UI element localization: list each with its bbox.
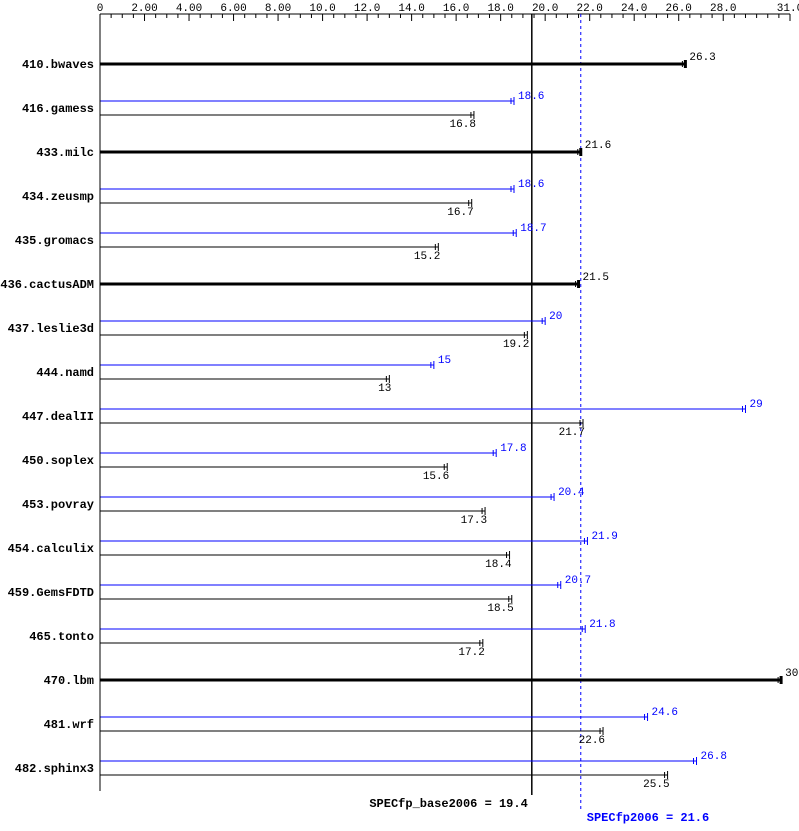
value-label-base: 16.8 [450, 119, 476, 131]
axis-tick-label: 16.0 [443, 3, 469, 15]
value-label-peak: 21.9 [591, 531, 617, 543]
value-label-base: 16.7 [447, 207, 473, 219]
value-label-base: 17.3 [461, 515, 487, 527]
axis-tick-label: 14.0 [398, 3, 424, 15]
value-label-peak: 21.8 [589, 619, 615, 631]
benchmark-label: 447.dealII [22, 410, 94, 424]
benchmark-label: 434.zeusmp [22, 190, 94, 204]
axis-tick-label: 2.00 [131, 3, 157, 15]
benchmark-label: 437.leslie3d [8, 322, 94, 336]
axis-tick-label: 0 [97, 3, 104, 15]
value-label-single: 30.6 [785, 668, 799, 680]
spec-chart: 0 2.00 4.00 6.00 8.00 10.0 12.0 14.0 16.0 18.0 20.… [0, 0, 799, 831]
value-label-peak: 20.4 [558, 487, 585, 499]
value-label-peak: 18.6 [518, 91, 544, 103]
value-label-base: 18.5 [487, 603, 513, 615]
value-label-single: 26.3 [689, 52, 715, 64]
benchmark-label: 433.milc [36, 146, 94, 160]
axis-tick-label: 20.0 [532, 3, 558, 15]
value-label-peak: 18.6 [518, 179, 544, 191]
axis-tick-label: 6.00 [220, 3, 246, 15]
benchmark-label: 450.soplex [22, 454, 94, 468]
value-label-peak: 29 [749, 399, 762, 411]
axis-tick-label: 18.0 [487, 3, 513, 15]
benchmark-label: 459.GemsFDTD [8, 586, 94, 600]
value-label-peak: 18.7 [520, 223, 546, 235]
value-label-peak: 20.7 [565, 575, 591, 587]
benchmark-label: 453.povray [22, 498, 94, 512]
axis-tick-label: 31.0 [777, 3, 799, 15]
summary-base-label: SPECfp_base2006 = 19.4 [369, 797, 527, 811]
value-label-single: 21.6 [585, 140, 611, 152]
value-label-base: 15.6 [423, 471, 449, 483]
axis-tick-label: 8.00 [265, 3, 291, 15]
benchmark-label: 416.gamess [22, 102, 94, 116]
benchmark-label: 482.sphinx3 [15, 762, 94, 776]
value-label-base: 25.5 [643, 779, 669, 791]
value-label-base: 21.7 [559, 427, 585, 439]
benchmark-label: 436.cactusADM [0, 278, 94, 292]
axis-tick-label: 26.0 [666, 3, 692, 15]
value-label-base: 22.6 [579, 735, 605, 747]
benchmark-label: 481.wrf [44, 718, 94, 732]
value-label-peak: 15 [438, 355, 451, 367]
value-label-base: 19.2 [503, 339, 529, 351]
axis-tick-label: 12.0 [354, 3, 380, 15]
summary-peak-label: SPECfp2006 = 21.6 [587, 811, 709, 825]
benchmark-label: 444.namd [36, 366, 94, 380]
value-label-peak: 26.8 [701, 751, 727, 763]
value-label-base: 18.4 [485, 559, 512, 571]
value-label-peak: 20 [549, 311, 562, 323]
axis-tick-label: 10.0 [309, 3, 335, 15]
value-label-peak: 17.8 [500, 443, 526, 455]
axis-tick-label: 22.0 [576, 3, 602, 15]
benchmark-label: 454.calculix [8, 542, 94, 556]
value-label-single: 21.5 [583, 272, 609, 284]
value-label-base: 15.2 [414, 251, 440, 263]
benchmark-label: 465.tonto [29, 630, 94, 644]
benchmark-label: 435.gromacs [15, 234, 94, 248]
value-label-peak: 24.6 [652, 707, 678, 719]
axis-tick-label: 28.0 [710, 3, 736, 15]
chart-bg [0, 0, 799, 831]
value-label-base: 13 [378, 383, 391, 395]
axis-tick-label: 24.0 [621, 3, 647, 15]
value-label-base: 17.2 [458, 647, 484, 659]
axis-tick-label: 4.00 [176, 3, 202, 15]
benchmark-label: 410.bwaves [22, 58, 94, 72]
benchmark-label: 470.lbm [44, 674, 94, 688]
